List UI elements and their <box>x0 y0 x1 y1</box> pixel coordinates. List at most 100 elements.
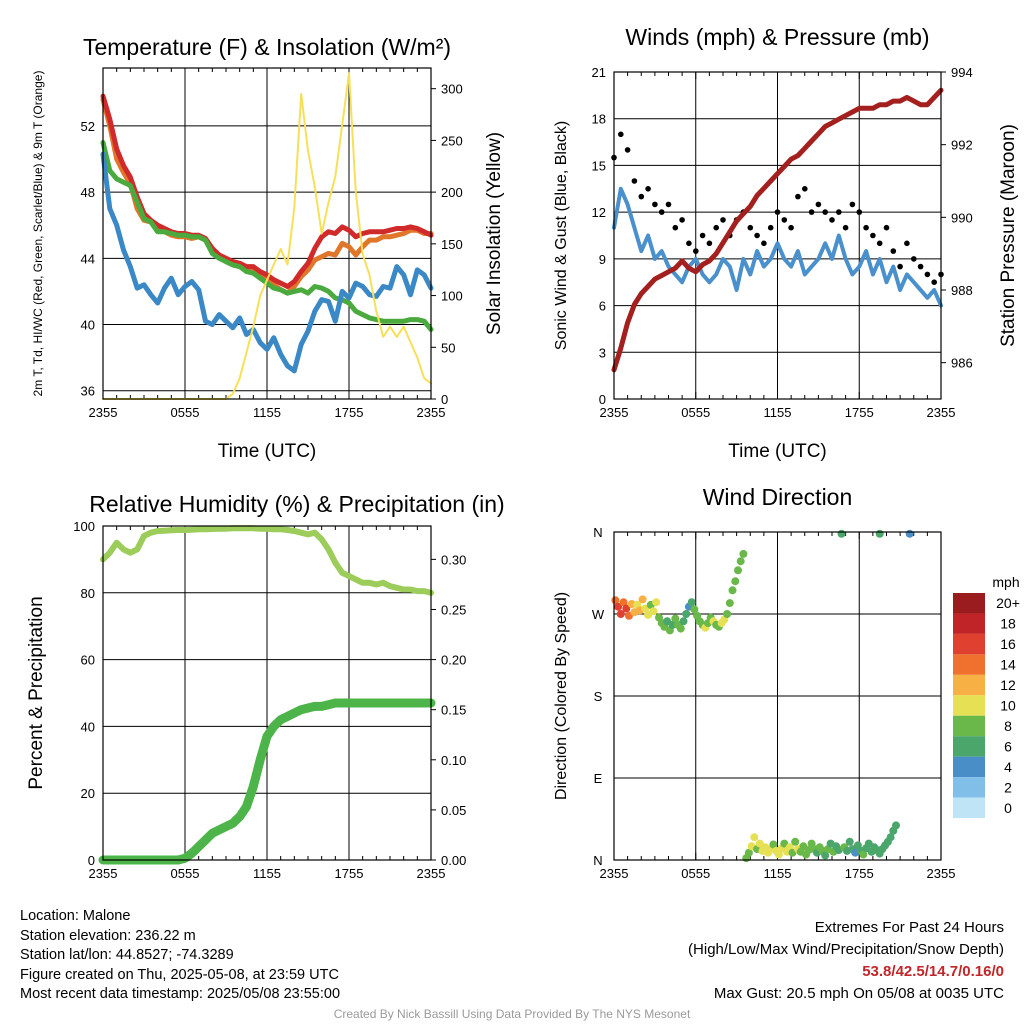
colorbar-swatch <box>953 777 985 798</box>
gust-point <box>706 240 713 247</box>
y2-tick-label: 994 <box>951 65 973 80</box>
y-axis-label-right: Station Pressure (Maroon) <box>998 124 1019 347</box>
gust-point <box>652 201 658 208</box>
direction-point <box>744 848 753 857</box>
x-tick-label: 2355 <box>417 405 446 420</box>
gust-point <box>890 248 897 254</box>
y-tick-label: 48 <box>81 185 95 200</box>
x-tick-label: 0555 <box>681 866 710 881</box>
colorbar-swatch <box>953 613 985 634</box>
y-tick-label: 36 <box>81 384 95 399</box>
direction-point <box>616 610 625 618</box>
gust-point <box>672 224 679 231</box>
panel-3-grid <box>102 526 432 860</box>
direction-tick-label: S <box>594 689 603 704</box>
max-gust-text: Max Gust: 20.5 mph On 05/08 at 0035 UTC <box>713 985 1004 1002</box>
gust-point <box>904 240 910 247</box>
gust-point <box>767 224 774 231</box>
x-tick-label: 1155 <box>764 866 792 881</box>
elevation-text: Station elevation: 236.22 m <box>20 927 196 944</box>
colorbar-swatch <box>953 715 985 737</box>
gust-point <box>924 271 931 278</box>
plot-border <box>613 531 942 861</box>
x-tick-label: 2355 <box>89 866 118 881</box>
y2-tick-label: 300 <box>441 82 463 97</box>
direction-point <box>725 599 734 608</box>
gust-point <box>686 240 692 247</box>
chart-title: Temperature (F) & Insolation (W/m²) <box>83 34 451 60</box>
direction-point <box>638 595 647 604</box>
colorbar-swatch <box>953 736 985 757</box>
gust-point <box>815 201 822 208</box>
y-axis-label-right: Solar Insolation (Yellow) <box>484 132 505 335</box>
panel-2-grid <box>613 72 942 399</box>
direction-point <box>652 598 661 607</box>
y-tick-label: 6 <box>599 299 606 314</box>
y-axis-label-left: Percent & Precipitation <box>26 596 47 789</box>
colorbar-swatch <box>953 674 985 696</box>
gust-point <box>788 224 794 231</box>
colorbar-label: 16 <box>1000 636 1016 652</box>
direction-point <box>679 617 688 626</box>
y-tick-label: 40 <box>81 318 95 333</box>
direction-point <box>736 557 745 566</box>
extremes-panel: Extremes For Past 24 Hours (High/Low/Max… <box>688 917 1004 1005</box>
x-tick-label: 1755 <box>845 405 874 420</box>
y2-tick-label: 992 <box>951 138 973 153</box>
y-tick-label: 21 <box>592 65 606 80</box>
gust-point <box>856 209 863 215</box>
direction-point <box>791 837 800 846</box>
colorbar-swatch <box>953 654 985 675</box>
plot-border <box>613 71 942 400</box>
direction-point <box>750 833 759 842</box>
y2-tick-label: 988 <box>951 283 973 298</box>
direction-point <box>821 851 830 860</box>
gust-point <box>658 209 665 215</box>
direction-tick-label: E <box>594 771 603 786</box>
gust-point <box>665 201 672 208</box>
x-tick-label: 0555 <box>171 866 200 881</box>
colorbar-label: 8 <box>1004 718 1012 734</box>
direction-point <box>731 577 740 586</box>
gust-point <box>713 224 719 231</box>
y2-tick-label: 0.15 <box>441 703 466 718</box>
colorbar-label: 4 <box>1004 759 1012 775</box>
colorbar-swatch <box>953 695 985 716</box>
colorbar-label: 12 <box>1000 677 1016 693</box>
station-info: Location: Malone Station elevation: 236.… <box>20 907 340 1005</box>
x-axis-label: Time (UTC) <box>728 441 827 462</box>
chart-title: Winds (mph) & Pressure (mb) <box>625 24 929 50</box>
x-tick-label: 0555 <box>681 405 710 420</box>
gust-point <box>699 232 706 239</box>
colorbar-label: 0 <box>1004 800 1012 816</box>
y-tick-label: 44 <box>81 251 95 266</box>
gust-point <box>808 209 815 215</box>
y2-tick-label: 0.30 <box>441 552 466 567</box>
direction-point <box>774 850 783 859</box>
recent-text: Most recent data timestamp: 2025/05/08 2… <box>20 986 341 1002</box>
direction-point <box>723 610 732 618</box>
x-tick-label: 1155 <box>253 866 281 881</box>
colorbar-label: 20+ <box>996 595 1020 611</box>
direction-tick-label: N <box>593 853 602 868</box>
colorbar-label: 6 <box>1004 738 1012 754</box>
direction-point <box>845 837 854 846</box>
x-tick-label: 2355 <box>927 866 956 881</box>
y-tick-label: 40 <box>81 719 95 734</box>
direction-point <box>837 529 846 538</box>
y2-tick-label: 0.20 <box>441 653 466 668</box>
y2-tick-label: 50 <box>441 340 455 355</box>
created-text: Figure created on Thu, 2025-05-08, at 23… <box>20 966 339 983</box>
chart-title: Wind Direction <box>703 484 853 510</box>
y-axis-label-left: Direction (Colored By Speed) <box>553 592 570 800</box>
direction-point <box>905 529 914 538</box>
y2-tick-label: 990 <box>951 210 973 225</box>
temperature-series-line <box>100 93 434 289</box>
y2-tick-label: 0.10 <box>441 753 466 768</box>
colorbar-label: 18 <box>1000 616 1016 632</box>
colorbar-label: 2 <box>1004 779 1012 795</box>
y2-tick-label: 200 <box>441 185 463 200</box>
y2-tick-label: 0.25 <box>441 602 466 617</box>
gust-point <box>754 232 760 239</box>
